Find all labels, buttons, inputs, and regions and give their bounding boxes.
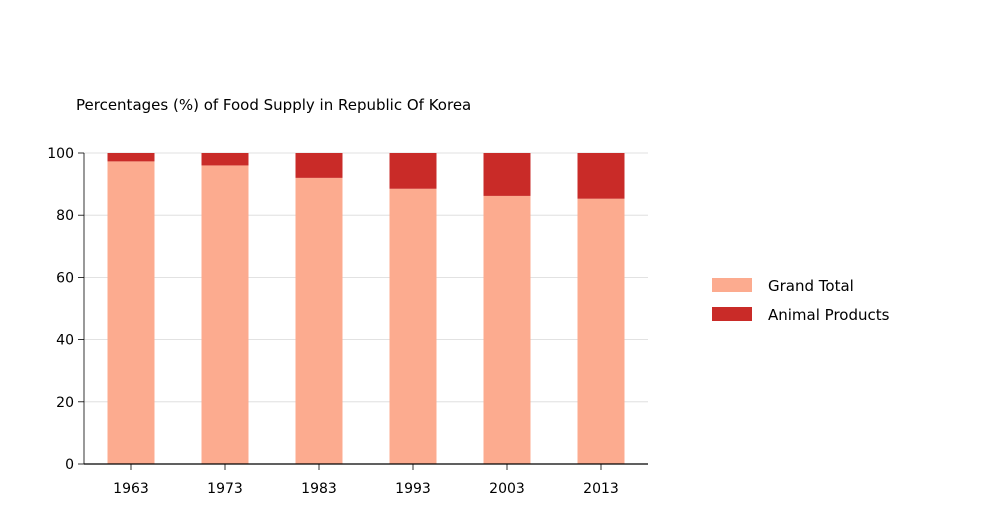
grid-lines — [84, 152, 648, 403]
y-tick-label: 60 — [56, 270, 74, 286]
legend-label: Animal Products — [768, 306, 890, 324]
bar-animal-products-1963 — [107, 153, 155, 162]
legend-swatch — [712, 307, 752, 321]
x-tick-label: 2003 — [489, 481, 525, 497]
bars — [107, 153, 625, 465]
x-tick-label: 1983 — [301, 481, 337, 497]
bar-grand-total-2013 — [577, 198, 625, 465]
legend-swatch — [712, 278, 752, 292]
x-tick-label: 2013 — [583, 481, 619, 497]
bar-grand-total-1963 — [107, 161, 155, 464]
legend: Grand Total Animal Products — [712, 277, 890, 324]
legend-label: Grand Total — [768, 277, 854, 295]
x-tick-label: 1993 — [395, 481, 431, 497]
bar-grand-total-2003 — [483, 195, 531, 464]
x-tick-label: 1963 — [113, 481, 149, 497]
y-tick-label: 40 — [56, 333, 74, 349]
x-tick-label: 1973 — [207, 481, 243, 497]
bar-animal-products-1973 — [201, 153, 249, 166]
bar-animal-products-1983 — [295, 153, 343, 178]
y-tick-label: 0 — [65, 457, 74, 473]
axes: 0 20 40 60 80 100 1963 1973 1983 1993 2003 2013 — [47, 146, 648, 497]
chart-title: Percentages (%) of Food Supply in Republ… — [76, 96, 471, 114]
bar-animal-products-2013 — [577, 153, 625, 199]
bar-grand-total-1983 — [295, 177, 343, 464]
bar-animal-products-1993 — [389, 153, 437, 189]
y-tick-label: 20 — [56, 395, 74, 411]
bar-animal-products-2003 — [483, 153, 531, 196]
bar-grand-total-1993 — [389, 188, 437, 464]
y-tick-label: 80 — [56, 208, 74, 224]
bar-grand-total-1973 — [201, 165, 249, 464]
y-tick-label: 100 — [47, 146, 74, 162]
